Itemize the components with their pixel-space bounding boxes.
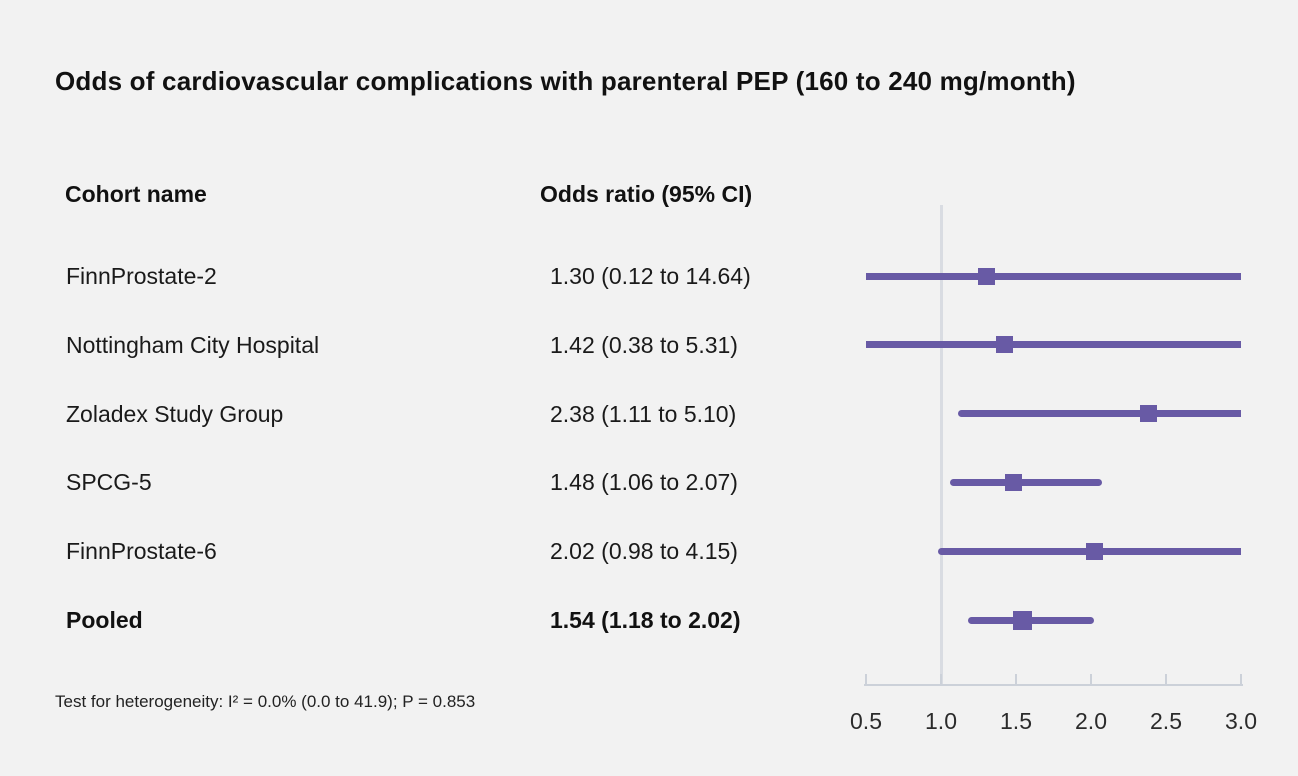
confidence-interval-line xyxy=(957,410,1241,418)
cohort-name-label: FinnProstate-2 xyxy=(66,263,217,289)
cohort-name-label: Pooled xyxy=(66,607,143,633)
x-axis-tick-label: 2.0 xyxy=(1075,708,1107,734)
point-estimate-marker xyxy=(1004,473,1022,491)
confidence-interval-line xyxy=(950,478,1102,486)
x-axis-tick-label: 1.5 xyxy=(1000,708,1032,734)
x-axis-tick-label: 2.5 xyxy=(1150,708,1182,734)
x-axis-tick xyxy=(1090,674,1092,684)
cohort-name-header: Cohort name xyxy=(65,181,207,207)
x-axis-tick-label: 0.5 xyxy=(850,708,882,734)
x-axis-tick xyxy=(940,674,942,684)
cohort-name-label: SPCG-5 xyxy=(66,469,152,496)
x-axis-tick xyxy=(1165,674,1167,684)
odds-ratio-value: 1.30 (0.12 to 14.64) xyxy=(550,263,751,289)
x-axis-line xyxy=(864,684,1243,686)
odds-ratio-header: Odds ratio (95% CI) xyxy=(540,181,753,207)
odds-ratio-value: 2.02 (0.98 to 4.15) xyxy=(550,538,738,565)
x-axis-tick xyxy=(865,674,867,684)
point-estimate-marker xyxy=(1085,542,1103,560)
heterogeneity-footnote: Test for heterogeneity: I² = 0.0% (0.0 t… xyxy=(55,692,476,711)
point-estimate-marker xyxy=(977,267,995,285)
reference-line-or-1 xyxy=(939,205,943,686)
cohort-name-label: Zoladex Study Group xyxy=(66,400,284,427)
confidence-interval-line xyxy=(866,341,1241,349)
x-axis-tick xyxy=(1015,674,1017,684)
chart-title: Odds of cardiovascular complications wit… xyxy=(55,66,1076,96)
cohort-name-label: Nottingham City Hospital xyxy=(66,331,320,358)
odds-ratio-value: 1.42 (0.38 to 5.31) xyxy=(550,331,738,358)
x-axis-tick xyxy=(1240,674,1242,684)
odds-ratio-value: 1.54 (1.18 to 2.02) xyxy=(550,607,741,633)
x-axis-tick-label: 1.0 xyxy=(925,708,957,734)
pooled-estimate-marker xyxy=(1012,610,1032,630)
point-estimate-marker xyxy=(995,336,1013,354)
odds-ratio-value: 2.38 (1.11 to 5.10) xyxy=(550,400,737,427)
confidence-interval-line xyxy=(866,272,1241,280)
cohort-name-label: FinnProstate-6 xyxy=(66,538,217,565)
x-axis-tick-label: 3.0 xyxy=(1225,708,1257,734)
point-estimate-marker xyxy=(1139,405,1157,423)
odds-ratio-value: 1.48 (1.06 to 2.07) xyxy=(550,469,738,496)
